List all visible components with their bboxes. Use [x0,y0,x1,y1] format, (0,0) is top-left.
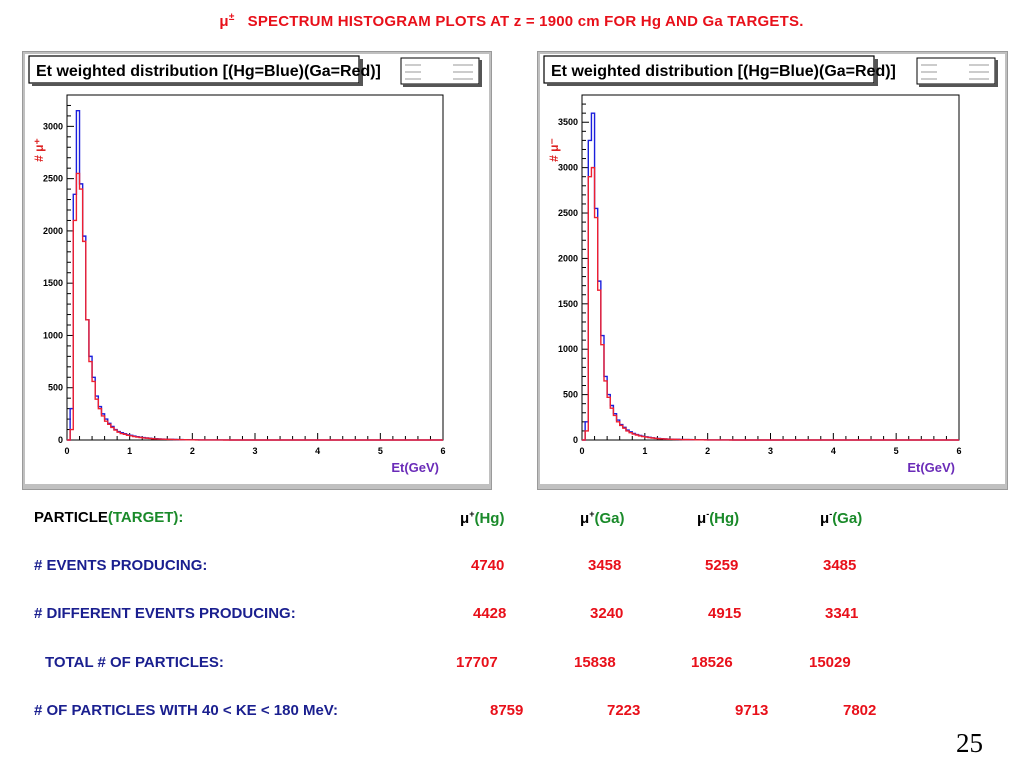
y-tick-label: 1000 [43,330,63,340]
y-tick-label: 2000 [43,226,63,236]
y-tick-label: 1500 [558,299,578,309]
x-tick-label: 0 [64,446,69,456]
cell-value: 5259 [705,557,739,574]
column-header-mu-minus-ga: μ-(Ga) [820,509,863,527]
cell-value: 4740 [471,557,505,574]
chart-title: Et weighted distribution [(Hg=Blue)(Ga=R… [551,63,896,80]
cell-value: 4915 [708,605,742,622]
stats-shadow [919,84,998,87]
cell-value: 7223 [607,702,641,719]
cell-value: 9713 [735,702,769,719]
row-label: # DIFFERENT EVENTS PRODUCING: [34,605,296,622]
series-ga-line [582,166,959,441]
column-header-mu-plus-hg: μ+(Hg) [460,509,505,527]
cell-value: 15838 [574,654,616,671]
x-tick-label: 2 [705,446,710,456]
column-header-mu-minus-hg: μ-(Hg) [697,509,740,527]
row-label: # OF PARTICLES WITH 40 < KE < 180 MeV: [34,702,338,719]
x-tick-label: 6 [956,446,961,456]
x-tick-label: 0 [579,446,584,456]
cell-value: 7802 [843,702,877,719]
y-tick-label: 500 [563,390,578,400]
cell-value: 17707 [456,654,498,671]
y-tick-label: 2500 [43,174,63,184]
chart-title-shadow [874,59,878,85]
stats-shadow [479,60,482,86]
cell-value: 3485 [823,557,857,574]
y-tick-label: 1500 [43,278,63,288]
chart-title-shadow [359,59,363,85]
x-tick-label: 5 [894,446,899,456]
x-tick-label: 4 [315,446,320,456]
x-tick-label: 5 [378,446,383,456]
chart-title-shadow [32,83,363,86]
cell-value: 18526 [691,654,733,671]
plot-frame [581,94,960,441]
header-label: PARTICLE(TARGET): [34,509,184,526]
column-header-mu-plus-ga: μ+(Ga) [580,509,625,527]
stats-box [916,57,998,87]
y-axis-label: # μ⁺ [32,138,46,162]
chart-panel-mu-minus: Et weighted distribution [(Hg=Blue)(Ga=R… [537,51,1008,490]
y-tick-label: 3000 [558,163,578,173]
cell-value: 3458 [588,557,622,574]
y-tick-label: 500 [48,383,63,393]
x-tick-label: 4 [831,446,836,456]
chart-panel-mu-plus: Et weighted distribution [(Hg=Blue)(Ga=R… [22,51,492,490]
x-tick-label: 1 [642,446,647,456]
chart-title-frame [28,55,360,84]
chart-title-shadow [547,83,878,86]
x-tick-label: 1 [127,446,132,456]
stats-box [400,57,482,87]
chart-title: Et weighted distribution [(Hg=Blue)(Ga=R… [36,63,381,80]
y-tick-label: 0 [573,435,578,445]
histogram-mu-minus: Et weighted distribution [(Hg=Blue)(Ga=R… [540,54,1005,484]
stats-shadow [995,60,998,86]
stats-shadow [403,84,482,87]
y-axis-label: # μ⁻ [547,138,561,162]
series-ga-line [67,172,443,441]
page-number: 25 [956,728,983,758]
cell-value: 15029 [809,654,851,671]
stats-frame [916,57,996,85]
row-label: # EVENTS PRODUCING: [34,557,208,574]
cell-value: 3240 [590,605,624,622]
y-tick-label: 3500 [558,117,578,127]
y-tick-label: 0 [58,435,63,445]
chart-title-box: Et weighted distribution [(Hg=Blue)(Ga=R… [28,55,381,86]
cell-value: 8759 [490,702,524,719]
y-tick-label: 1000 [558,344,578,354]
y-tick-label: 2500 [558,208,578,218]
y-tick-label: 3000 [43,121,63,131]
chart-title-frame [543,55,875,84]
stats-frame [400,57,480,85]
cell-value: 4428 [473,605,507,622]
cell-value: 3341 [825,605,859,622]
row-label: TOTAL # OF PARTICLES: [45,654,224,671]
x-tick-label: 6 [440,446,445,456]
chart-title-box: Et weighted distribution [(Hg=Blue)(Ga=R… [543,55,896,86]
slide-title: μ± SPECTRUM HISTOGRAM PLOTS AT z = 1900 … [219,12,804,30]
x-axis-label: Et(GeV) [391,460,439,475]
x-axis-label: Et(GeV) [907,460,955,475]
x-tick-label: 2 [190,446,195,456]
y-tick-label: 2000 [558,253,578,263]
x-tick-label: 3 [768,446,773,456]
histogram-mu-plus: Et weighted distribution [(Hg=Blue)(Ga=R… [25,54,489,484]
x-tick-label: 3 [252,446,257,456]
plot-frame [66,94,444,441]
